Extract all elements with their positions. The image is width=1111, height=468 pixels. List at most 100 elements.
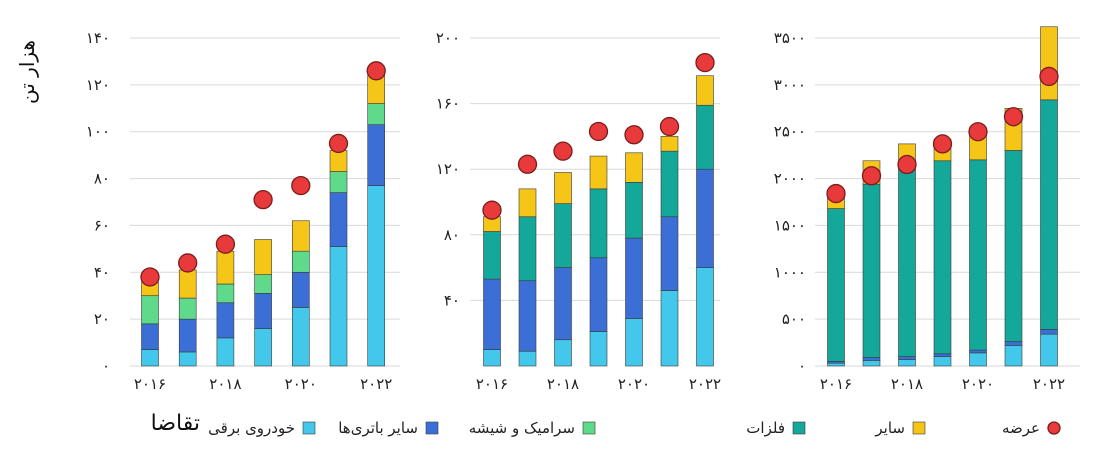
x-tick-label: ۲۰۱۸ bbox=[209, 375, 241, 393]
bar-segment bbox=[216, 250, 235, 285]
x-tick-label: ۲۰۲۰ bbox=[285, 375, 317, 393]
y-tick-label: ۱۶۰ bbox=[436, 95, 460, 113]
bar-segment bbox=[1004, 345, 1023, 367]
y-tick-label: ۲۰۰۰ bbox=[774, 170, 806, 188]
bar-segment bbox=[933, 356, 952, 367]
legend-label: خودروی برقی bbox=[208, 419, 295, 437]
y-tick-label: ۳۰۰۰ bbox=[774, 76, 806, 94]
x-tick-label: ۲۰۲۲ bbox=[689, 375, 721, 393]
y-tick-label: ۴۰ bbox=[94, 263, 110, 281]
bar-segment bbox=[483, 349, 501, 367]
bar-segment bbox=[1004, 341, 1023, 346]
y-tick-label: ۱۲۰ bbox=[86, 76, 110, 94]
supply-point bbox=[624, 125, 644, 145]
x-tick-label: ۲۰۱۸ bbox=[891, 375, 923, 393]
y-tick-label: ۳۵۰۰ bbox=[774, 29, 806, 47]
x-tick-label: ۲۰۱۶ bbox=[476, 375, 508, 393]
supply-point bbox=[968, 122, 988, 142]
bar-segment bbox=[1040, 26, 1058, 101]
legend-item: عرضه bbox=[1002, 419, 1061, 437]
bar-segment bbox=[518, 350, 537, 367]
bar-segment bbox=[554, 172, 572, 204]
chart-panel-left: ۰ ۲۰ ۴۰ ۶۰ ۸۰ ۱۰۰ ۱۲۰ ۱۴۰ ۲۰۱۶ ۲۰۱۸ ۲۰۲۰ ۲۰۲۲ bbox=[86, 29, 400, 393]
legend-item: خودروی برقی bbox=[208, 419, 316, 437]
bar-segment bbox=[862, 183, 881, 358]
legend-label: سایر bbox=[874, 419, 905, 437]
legend-marker bbox=[1047, 421, 1061, 435]
bar-segment bbox=[178, 351, 197, 367]
x-tick-label: ۲۰۲۲ bbox=[1033, 375, 1065, 393]
y-tick-label: ۱۰۰۰ bbox=[774, 263, 806, 281]
supply-point bbox=[897, 154, 917, 175]
supply-point bbox=[482, 200, 502, 220]
bar-segment bbox=[898, 359, 916, 367]
legend-item: سایر bbox=[874, 419, 926, 437]
supply-point bbox=[517, 154, 538, 174]
bar-segment bbox=[141, 295, 159, 325]
bar-segment bbox=[969, 159, 987, 351]
bar-segment bbox=[291, 307, 310, 367]
bar-segment bbox=[254, 328, 272, 367]
bar-segment bbox=[933, 353, 952, 357]
bar-segment bbox=[483, 278, 501, 350]
supply-point bbox=[1003, 107, 1024, 127]
bar-segment bbox=[1040, 329, 1058, 335]
bar-segment bbox=[1040, 333, 1058, 367]
bar-segment bbox=[554, 339, 572, 367]
bar-segment bbox=[862, 357, 881, 361]
bar-segment bbox=[216, 337, 235, 367]
bar-segment bbox=[329, 246, 348, 367]
bar-segment bbox=[178, 297, 197, 320]
y-tick-label: ۸۰ bbox=[444, 226, 460, 244]
bar-segment bbox=[367, 185, 386, 367]
bar-segment bbox=[367, 103, 386, 125]
bar-segment bbox=[898, 356, 916, 360]
y-tick-label: ۲۰۰ bbox=[436, 29, 460, 47]
legend-marker bbox=[425, 421, 439, 435]
legend-item: سایر باتری‌ها bbox=[338, 419, 439, 437]
bar-segment bbox=[518, 188, 537, 218]
supply-point bbox=[291, 175, 311, 196]
bar-segment bbox=[933, 160, 952, 355]
bar-segment bbox=[291, 250, 310, 273]
bar-segment bbox=[862, 360, 881, 367]
chart-panel-right: ۰ ۵۰۰ ۱۰۰۰ ۱۵۰۰ ۲۰۰۰ ۲۵۰۰ ۳۰۰۰ ۳۵۰۰ ۲۰۱۶ ۲۰۱۸ ۲۰۲۰… bbox=[774, 26, 1080, 393]
supply-point bbox=[1039, 66, 1059, 87]
y-tick-label: ۱۲۰ bbox=[436, 160, 460, 178]
bar-segment bbox=[554, 203, 572, 268]
bar-segment bbox=[827, 208, 845, 362]
bar-segment bbox=[216, 283, 235, 304]
legend-marker bbox=[792, 421, 806, 435]
bar-segment bbox=[589, 257, 608, 332]
y-tick-label: ۴۰ bbox=[444, 291, 460, 309]
bar-segment bbox=[254, 239, 272, 275]
bar-segment bbox=[178, 269, 197, 299]
bar-segment bbox=[660, 150, 679, 218]
bar-segment bbox=[329, 171, 348, 193]
legend-item: سرامیک و شیشه bbox=[469, 419, 596, 437]
supply-point bbox=[826, 183, 846, 204]
bar-segment bbox=[625, 318, 643, 367]
bar-segment bbox=[254, 293, 272, 329]
y-tick-label: ۱۴۰ bbox=[86, 29, 110, 47]
bar-segment bbox=[625, 182, 643, 239]
y-tick-label: ۸۰ bbox=[94, 170, 110, 188]
bar-segment bbox=[367, 124, 386, 186]
supply-point bbox=[328, 133, 349, 154]
y-tick-label: ۰ bbox=[798, 357, 806, 375]
y-tick-label: ۱۵۰۰ bbox=[774, 216, 806, 234]
bar-segment bbox=[969, 349, 987, 354]
demand-caption: تقاضا bbox=[151, 411, 200, 436]
supply-point bbox=[932, 134, 953, 154]
bar-segment bbox=[660, 290, 679, 367]
bar-segment bbox=[589, 331, 608, 367]
supply-point bbox=[588, 121, 609, 142]
bar-segment bbox=[329, 192, 348, 247]
legend-label: سایر باتری‌ها bbox=[338, 419, 418, 437]
supply-point bbox=[140, 267, 160, 287]
legend-marker bbox=[912, 421, 926, 435]
bar-segment bbox=[141, 323, 159, 350]
supply-point bbox=[659, 116, 680, 137]
supply-point bbox=[553, 141, 573, 161]
